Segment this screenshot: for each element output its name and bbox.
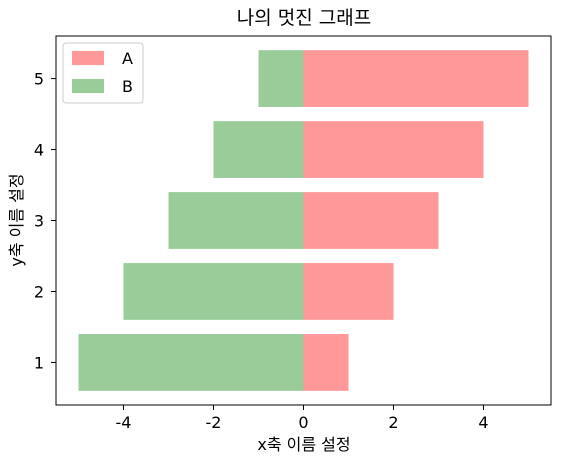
legend-swatch-B — [72, 79, 104, 93]
x-tick-label: -4 — [116, 413, 132, 432]
bar-B-1 — [78, 334, 304, 391]
x-tick-label: 4 — [478, 413, 488, 432]
bar-B-4 — [213, 121, 304, 178]
legend-swatch-A — [72, 51, 104, 65]
legend: AB — [62, 42, 144, 104]
bar-A-2 — [303, 263, 394, 320]
legend-label-A: A — [122, 49, 133, 68]
bar-B-3 — [168, 192, 304, 249]
y-tick-label: 4 — [34, 141, 44, 160]
y-axis: 1 2 3 4 5 — [34, 70, 56, 372]
y-tick-label: 2 — [34, 282, 44, 301]
x-axis-label: x축 이름 설정 — [257, 435, 350, 454]
y-tick-label: 5 — [34, 70, 44, 89]
x-tick-label: 0 — [298, 413, 308, 432]
bar-A-1 — [303, 334, 349, 391]
x-axis: -4 -2 0 2 4 — [116, 405, 489, 432]
bar-A-5 — [303, 50, 529, 107]
bar-B-2 — [123, 263, 304, 320]
x-tick-label: -2 — [206, 413, 222, 432]
bar-B-5 — [258, 50, 304, 107]
y-axis-label: y축 이름 설정 — [7, 173, 26, 266]
chart-title: 나의 멋진 그래프 — [237, 7, 371, 29]
y-tick-label: 1 — [34, 353, 44, 372]
x-tick-label: 2 — [388, 413, 398, 432]
legend-label-B: B — [122, 77, 133, 96]
bar-group — [78, 50, 529, 391]
bar-A-3 — [303, 192, 439, 249]
y-tick-label: 3 — [34, 212, 44, 231]
bar-A-4 — [303, 121, 484, 178]
